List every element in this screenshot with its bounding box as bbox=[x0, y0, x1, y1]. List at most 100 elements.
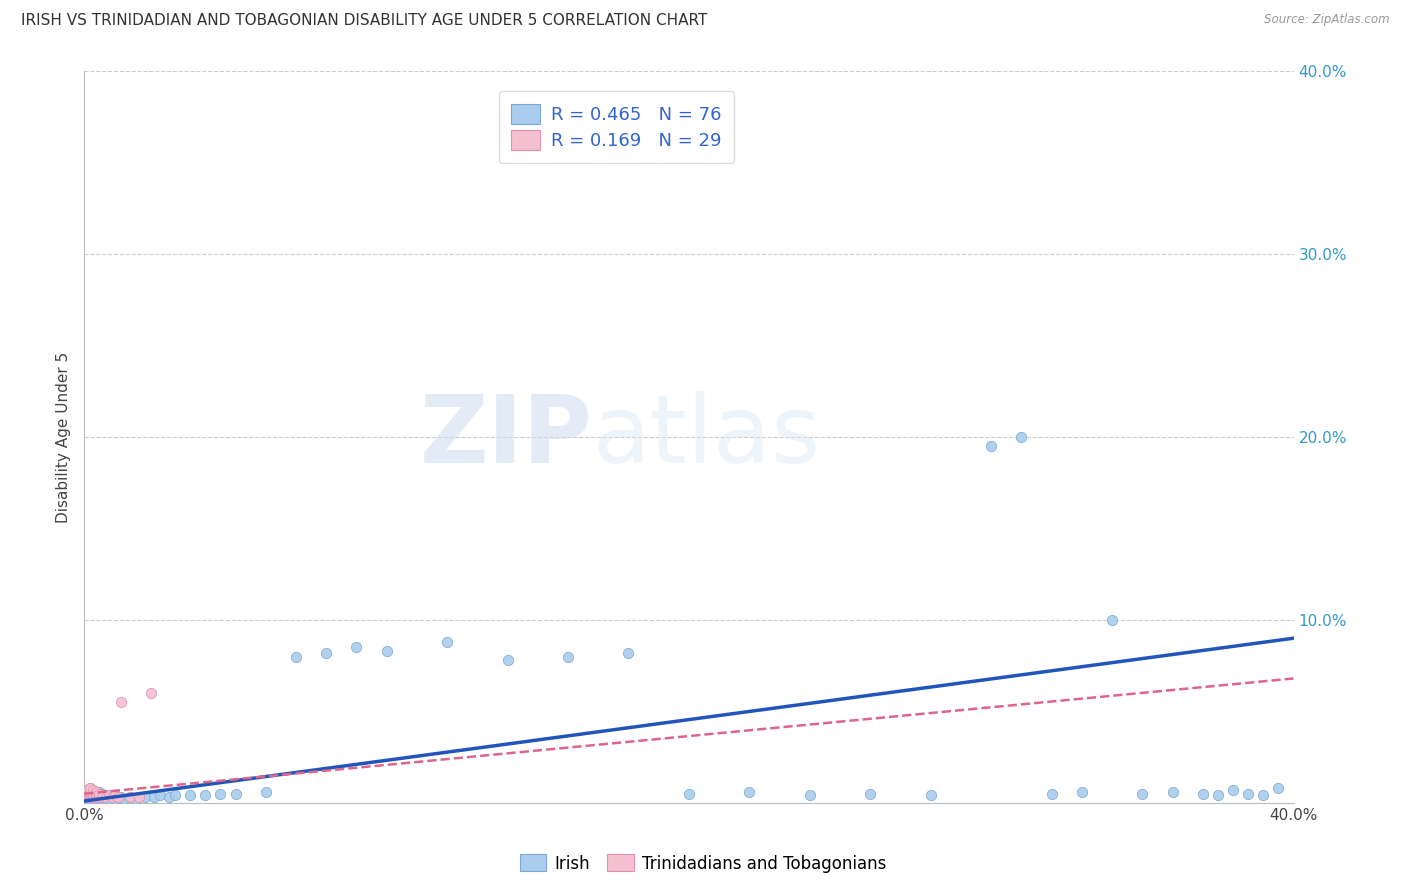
Point bbox=[86, 789, 108, 803]
Point bbox=[436, 635, 458, 649]
Point bbox=[86, 792, 108, 806]
Point bbox=[94, 792, 117, 806]
Point bbox=[82, 787, 104, 801]
Point bbox=[86, 787, 108, 801]
Point bbox=[920, 789, 942, 803]
Point bbox=[76, 785, 98, 799]
Point bbox=[1130, 787, 1153, 801]
Point bbox=[209, 787, 232, 801]
Point bbox=[76, 787, 98, 801]
Point bbox=[118, 790, 141, 805]
Point bbox=[110, 695, 132, 709]
Point bbox=[107, 790, 129, 805]
Point bbox=[738, 785, 761, 799]
Point bbox=[76, 789, 98, 803]
Point bbox=[76, 787, 98, 801]
Y-axis label: Disability Age Under 5: Disability Age Under 5 bbox=[56, 351, 72, 523]
Point bbox=[678, 787, 700, 801]
Point bbox=[346, 640, 368, 655]
Point bbox=[89, 789, 111, 803]
Point bbox=[76, 783, 98, 797]
Point bbox=[76, 783, 98, 797]
Point bbox=[1040, 787, 1063, 801]
Point bbox=[91, 790, 114, 805]
Point bbox=[97, 789, 120, 803]
Point bbox=[79, 781, 101, 796]
Point bbox=[1192, 787, 1215, 801]
Point bbox=[79, 787, 101, 801]
Point bbox=[76, 789, 98, 803]
Point bbox=[79, 789, 101, 803]
Point bbox=[128, 790, 150, 805]
Point bbox=[104, 789, 127, 803]
Point bbox=[89, 785, 111, 799]
Point bbox=[496, 653, 519, 667]
Point bbox=[100, 790, 122, 805]
Point bbox=[79, 785, 101, 799]
Point bbox=[980, 439, 1002, 453]
Point bbox=[859, 787, 882, 801]
Point bbox=[82, 787, 104, 801]
Point bbox=[79, 781, 101, 796]
Point bbox=[142, 790, 165, 805]
Point bbox=[1011, 430, 1033, 444]
Point bbox=[104, 792, 127, 806]
Point bbox=[285, 649, 308, 664]
Point bbox=[194, 789, 217, 803]
Point bbox=[1253, 789, 1275, 803]
Point bbox=[104, 789, 127, 803]
Point bbox=[112, 792, 135, 806]
Text: Source: ZipAtlas.com: Source: ZipAtlas.com bbox=[1264, 13, 1389, 27]
Point bbox=[79, 792, 101, 806]
Point bbox=[1206, 789, 1229, 803]
Point bbox=[97, 789, 120, 803]
Point bbox=[82, 783, 104, 797]
Point bbox=[225, 787, 247, 801]
Point bbox=[118, 790, 141, 805]
Point bbox=[79, 790, 101, 805]
Point bbox=[110, 790, 132, 805]
Point bbox=[89, 790, 111, 805]
Point bbox=[1161, 785, 1184, 799]
Point bbox=[79, 789, 101, 803]
Point bbox=[1071, 785, 1094, 799]
Point bbox=[91, 787, 114, 801]
Point bbox=[89, 790, 111, 805]
Point bbox=[79, 783, 101, 797]
Point bbox=[97, 792, 120, 806]
Point bbox=[89, 792, 111, 806]
Point bbox=[375, 644, 398, 658]
Point bbox=[179, 789, 201, 803]
Point bbox=[91, 790, 114, 805]
Point bbox=[79, 790, 101, 805]
Text: atlas: atlas bbox=[592, 391, 821, 483]
Point bbox=[82, 790, 104, 805]
Point bbox=[82, 789, 104, 803]
Point bbox=[100, 790, 122, 805]
Point bbox=[617, 646, 640, 660]
Point bbox=[139, 686, 162, 700]
Point bbox=[149, 789, 172, 803]
Point bbox=[557, 649, 579, 664]
Point bbox=[125, 792, 148, 806]
Point bbox=[86, 785, 108, 799]
Point bbox=[82, 790, 104, 805]
Point bbox=[79, 787, 101, 801]
Point bbox=[1237, 787, 1260, 801]
Point bbox=[79, 783, 101, 797]
Point bbox=[134, 790, 156, 805]
Legend: R = 0.465   N = 76, R = 0.169   N = 29: R = 0.465 N = 76, R = 0.169 N = 29 bbox=[499, 91, 734, 162]
Point bbox=[91, 792, 114, 806]
Point bbox=[86, 785, 108, 799]
Point bbox=[254, 785, 277, 799]
Point bbox=[315, 646, 337, 660]
Point bbox=[107, 790, 129, 805]
Point bbox=[157, 790, 180, 805]
Point bbox=[94, 790, 117, 805]
Point bbox=[86, 790, 108, 805]
Point bbox=[1222, 783, 1244, 797]
Text: IRISH VS TRINIDADIAN AND TOBAGONIAN DISABILITY AGE UNDER 5 CORRELATION CHART: IRISH VS TRINIDADIAN AND TOBAGONIAN DISA… bbox=[21, 13, 707, 29]
Point bbox=[76, 785, 98, 799]
Point bbox=[76, 790, 98, 805]
Legend: Irish, Trinidadians and Tobagonians: Irish, Trinidadians and Tobagonians bbox=[513, 847, 893, 880]
